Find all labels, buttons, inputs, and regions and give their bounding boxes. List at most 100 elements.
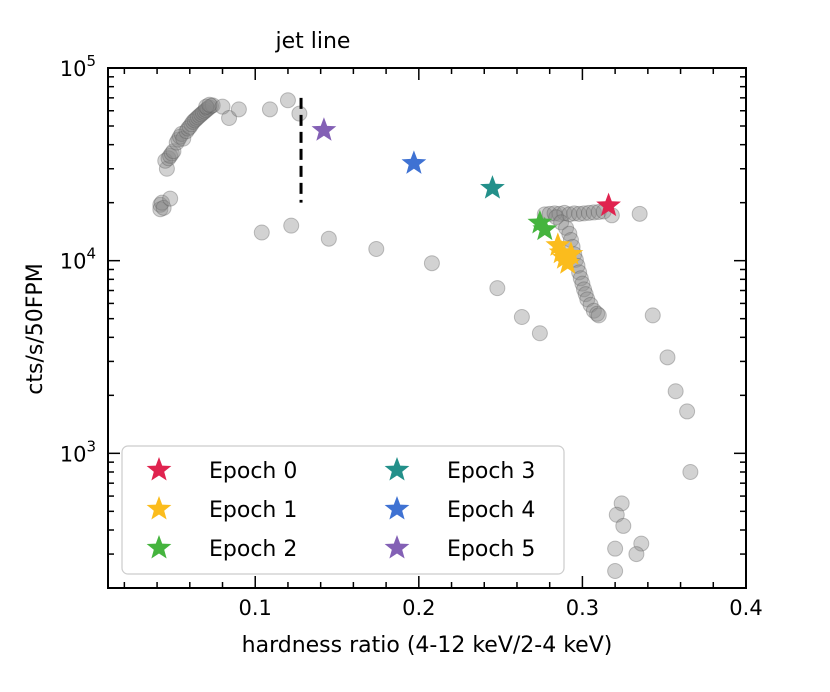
data-point [556,204,573,221]
data-point [158,160,175,177]
data-point [253,224,270,241]
data-point [175,130,192,147]
y-axis-label: cts/s/50FPM [23,263,48,394]
data-point [667,383,684,400]
data-point [551,205,568,222]
data-point [590,307,607,324]
epoch-points [311,117,621,274]
data-point [585,204,602,221]
data-point [546,205,563,222]
data-point [615,517,632,534]
axes: 0.1 0.2 0.3 0.4 103 104 105 [60,52,763,620]
data-point [582,296,599,313]
data-point [283,217,300,234]
data-point [155,199,172,216]
jet-line-label: jet line [275,29,351,54]
data-point [188,110,205,127]
legend-entry: Epoch 1 [209,498,297,523]
epoch-2-star [532,216,558,241]
epoch-1-star [545,232,571,256]
data-point [659,349,676,366]
data-point [203,97,220,114]
data-point [489,280,506,297]
data-point [221,110,238,127]
data-point [152,196,169,213]
data-point [531,325,548,342]
epoch-3-star [480,175,505,199]
data-point [186,112,203,129]
data-point [163,145,180,162]
data-point [183,116,200,133]
data-point [320,230,337,247]
data-point [152,201,169,218]
legend: Epoch 0 Epoch 1 Epoch 2 Epoch 3 Epoch 4 Epoch… [121,445,565,575]
data-point [571,205,588,222]
data-point [589,305,606,322]
legend-entry: Epoch 2 [209,537,297,562]
data-point [185,113,202,130]
epoch-5-star [311,117,337,141]
legend-marker [146,457,172,481]
data-point [513,309,530,326]
data-point [561,225,578,242]
data-point [181,118,198,135]
data-point [631,205,648,222]
data-point [201,99,218,116]
data-point [261,101,278,118]
data-point [162,190,179,207]
data-point [214,98,231,115]
legend-marker [384,496,410,520]
data-point [571,264,588,281]
epoch-0-star [596,192,621,217]
data-point [679,403,696,420]
y-tick-label: 105 [60,52,96,81]
legend-entry: Epoch 4 [447,498,535,523]
data-point [153,194,170,211]
data-point [548,209,565,226]
data-point [644,307,661,324]
legend-entry: Epoch 0 [209,459,297,484]
data-point [168,134,185,151]
x-tick-label: 0.2 [402,596,435,620]
data-point [189,109,206,126]
data-point [613,495,630,512]
data-point [170,131,187,148]
epoch-4-star [401,150,427,174]
x-tick-label: 0.3 [566,596,599,620]
epoch-1-star [558,241,584,265]
data-point [576,281,593,298]
data-point [423,255,440,272]
data-point [566,205,583,222]
data-point [579,291,596,308]
data-point [368,240,385,257]
data-point [279,92,296,109]
data-point [173,125,190,142]
data-point [162,147,179,164]
legend-entry: Epoch 5 [447,537,535,562]
data-point [193,106,210,123]
data-point [607,540,624,557]
data-point [201,96,218,113]
data-point [165,143,182,160]
data-point [607,563,624,580]
data-point [561,206,578,223]
data-point [196,103,213,120]
data-point [198,102,215,119]
data-point [558,219,575,236]
data-point [608,506,625,523]
data-point [585,302,602,319]
data-point [198,98,215,115]
data-point [574,275,591,292]
data-point [230,101,247,118]
data-point [157,152,174,169]
data-point [628,546,645,563]
data-point [553,214,570,231]
y-tick-label: 104 [60,245,96,274]
data-point [191,107,208,124]
legend-marker [384,535,410,559]
legend-marker [146,535,172,559]
epoch-1-star [552,245,577,269]
data-point [682,464,699,481]
x-tick-label: 0.4 [729,596,762,620]
data-point [541,205,558,222]
